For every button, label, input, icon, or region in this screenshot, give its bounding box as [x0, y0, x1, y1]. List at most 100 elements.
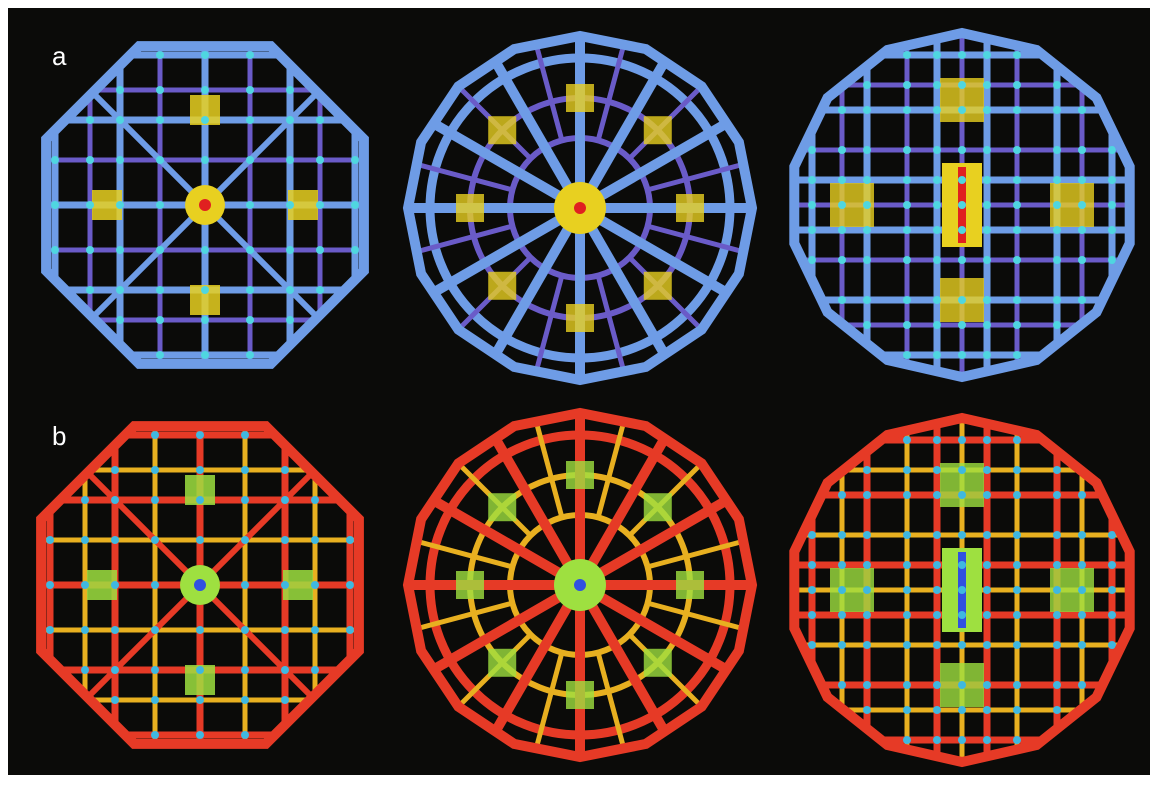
node: [1078, 561, 1086, 569]
node: [311, 581, 319, 589]
node: [246, 51, 254, 59]
node: [1013, 146, 1021, 154]
node: [958, 146, 966, 154]
node: [116, 116, 124, 124]
node: [201, 351, 209, 359]
node: [196, 466, 204, 474]
pad: [643, 271, 672, 300]
node: [1013, 201, 1021, 209]
pad: [566, 84, 594, 112]
beam: [577, 113, 739, 213]
node: [196, 536, 204, 544]
node: [1013, 321, 1021, 329]
node: [1013, 176, 1021, 184]
node: [351, 201, 359, 209]
node: [246, 316, 254, 324]
node: [151, 496, 159, 504]
pad: [676, 571, 704, 599]
node: [838, 641, 846, 649]
node: [903, 321, 911, 329]
node: [933, 681, 941, 689]
node: [1053, 296, 1061, 304]
node: [281, 666, 289, 674]
node: [1053, 81, 1061, 89]
node: [151, 626, 159, 634]
node: [196, 431, 204, 439]
beam: [575, 582, 675, 744]
node: [983, 531, 991, 539]
node: [808, 226, 816, 234]
node: [241, 666, 249, 674]
node: [281, 466, 289, 474]
node: [46, 581, 54, 589]
node: [958, 736, 966, 744]
node: [958, 176, 966, 184]
node: [51, 246, 59, 254]
beam: [421, 113, 583, 213]
node: [246, 116, 254, 124]
node: [958, 681, 966, 689]
node: [958, 586, 966, 594]
node: [983, 106, 991, 114]
pad: [676, 194, 704, 222]
node: [81, 536, 89, 544]
core: [199, 199, 211, 211]
node: [903, 51, 911, 59]
node: [1013, 106, 1021, 114]
node: [281, 626, 289, 634]
core: [574, 579, 586, 591]
node: [983, 736, 991, 744]
beam: [408, 223, 514, 258]
node: [81, 626, 89, 634]
node: [156, 201, 164, 209]
node: [346, 626, 354, 634]
node: [311, 666, 319, 674]
node: [808, 201, 816, 209]
node: [1053, 706, 1061, 714]
node: [286, 201, 294, 209]
node: [903, 351, 911, 359]
node: [838, 146, 846, 154]
beam: [575, 205, 675, 367]
node: [1078, 106, 1086, 114]
node: [246, 86, 254, 94]
node: [863, 561, 871, 569]
node: [201, 286, 209, 294]
node: [281, 696, 289, 704]
node: [111, 696, 119, 704]
node: [111, 536, 119, 544]
beam: [485, 205, 585, 367]
node: [281, 581, 289, 589]
beam: [595, 651, 630, 757]
node: [1078, 146, 1086, 154]
node: [983, 681, 991, 689]
node: [958, 436, 966, 444]
node: [1108, 561, 1116, 569]
pad: [643, 493, 672, 522]
node: [311, 626, 319, 634]
node: [311, 496, 319, 504]
node: [1053, 201, 1061, 209]
node: [1013, 561, 1021, 569]
node: [838, 611, 846, 619]
node: [933, 176, 941, 184]
node: [983, 491, 991, 499]
node: [903, 226, 911, 234]
node: [933, 531, 941, 539]
node: [863, 226, 871, 234]
node: [983, 296, 991, 304]
node: [346, 581, 354, 589]
beam: [408, 158, 514, 193]
node: [903, 586, 911, 594]
node: [958, 201, 966, 209]
beam: [485, 582, 585, 744]
node: [903, 681, 911, 689]
node: [983, 146, 991, 154]
node: [863, 681, 871, 689]
node: [1078, 641, 1086, 649]
node: [903, 491, 911, 499]
node: [1053, 466, 1061, 474]
beam: [421, 490, 583, 590]
rim: [402, 407, 758, 763]
node: [286, 246, 294, 254]
